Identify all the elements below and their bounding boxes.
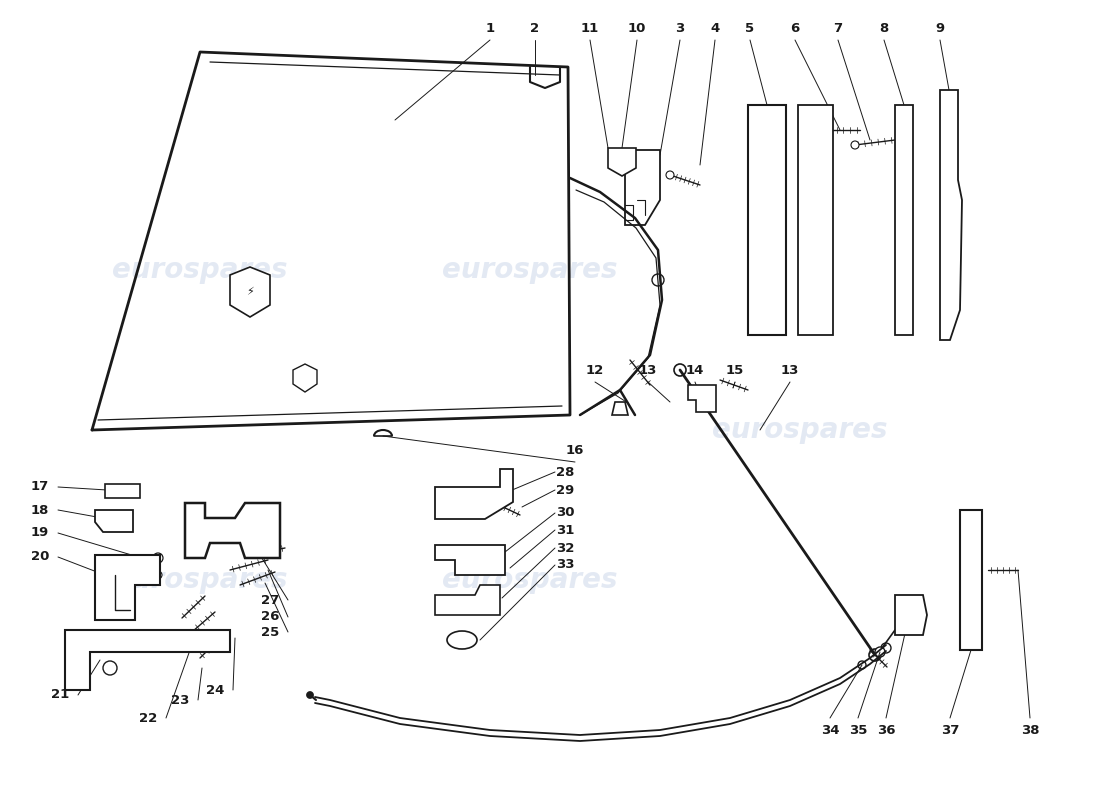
Polygon shape [625,150,660,225]
Text: eurospares: eurospares [713,416,888,444]
Text: 18: 18 [31,503,50,517]
Text: 25: 25 [261,626,279,638]
Polygon shape [95,555,160,620]
Ellipse shape [447,631,477,649]
Text: 29: 29 [556,483,574,497]
Circle shape [625,153,631,159]
Text: 21: 21 [51,689,69,702]
Text: 8: 8 [879,22,889,34]
Circle shape [902,608,916,622]
Polygon shape [434,469,513,519]
Text: 34: 34 [821,723,839,737]
Text: 13: 13 [639,363,657,377]
Text: 4: 4 [711,22,719,34]
Polygon shape [895,595,927,635]
Text: 14: 14 [685,363,704,377]
Circle shape [141,566,149,574]
Circle shape [486,491,494,499]
Circle shape [763,291,771,299]
Text: 11: 11 [581,22,600,34]
Text: 35: 35 [849,723,867,737]
Polygon shape [95,510,133,532]
Polygon shape [895,105,913,335]
Polygon shape [293,364,317,392]
Text: 7: 7 [834,22,843,34]
Polygon shape [940,90,962,340]
Text: 37: 37 [940,723,959,737]
Circle shape [874,647,886,657]
Text: eurospares: eurospares [112,256,288,284]
Polygon shape [748,105,786,335]
Circle shape [307,691,314,698]
Text: eurospares: eurospares [112,566,288,594]
Text: 5: 5 [746,22,755,34]
Polygon shape [960,510,982,650]
Text: 20: 20 [31,550,50,563]
Text: 16: 16 [565,443,584,457]
Circle shape [666,171,674,179]
Circle shape [154,571,162,579]
Text: 13: 13 [781,363,800,377]
Polygon shape [608,148,636,176]
Circle shape [858,661,866,669]
Text: 3: 3 [675,22,684,34]
Text: 12: 12 [586,363,604,377]
Text: 24: 24 [206,683,224,697]
Circle shape [811,161,819,169]
Circle shape [851,141,859,149]
Circle shape [652,274,664,286]
Text: 10: 10 [628,22,646,34]
Text: 33: 33 [556,558,574,571]
Text: 26: 26 [261,610,279,623]
Text: 2: 2 [530,22,540,34]
Circle shape [613,153,619,159]
Text: eurospares: eurospares [442,566,618,594]
Text: 17: 17 [31,481,50,494]
Text: ⚡: ⚡ [246,287,254,297]
Circle shape [674,364,686,376]
Text: 1: 1 [485,22,495,34]
Polygon shape [434,545,505,575]
Circle shape [881,643,891,653]
Circle shape [153,553,163,563]
Text: 28: 28 [556,466,574,478]
Text: 32: 32 [556,542,574,554]
Text: 30: 30 [556,506,574,519]
Circle shape [763,221,771,229]
Polygon shape [230,267,270,317]
Text: 36: 36 [877,723,895,737]
Polygon shape [688,385,716,412]
Circle shape [763,151,771,159]
Text: 31: 31 [556,523,574,537]
Text: 38: 38 [1021,723,1040,737]
Text: 9: 9 [935,22,945,34]
Polygon shape [612,402,628,415]
Circle shape [811,231,819,239]
Text: eurospares: eurospares [442,256,618,284]
Text: 15: 15 [726,363,744,377]
Text: 23: 23 [170,694,189,706]
Polygon shape [434,585,500,615]
Polygon shape [65,630,230,690]
Polygon shape [185,503,280,558]
Text: 27: 27 [261,594,279,606]
Text: 6: 6 [791,22,800,34]
Text: 19: 19 [31,526,50,539]
Polygon shape [104,484,140,498]
Text: 22: 22 [139,711,157,725]
Circle shape [816,126,824,134]
Circle shape [481,594,493,606]
Polygon shape [798,105,833,335]
Circle shape [869,649,881,661]
